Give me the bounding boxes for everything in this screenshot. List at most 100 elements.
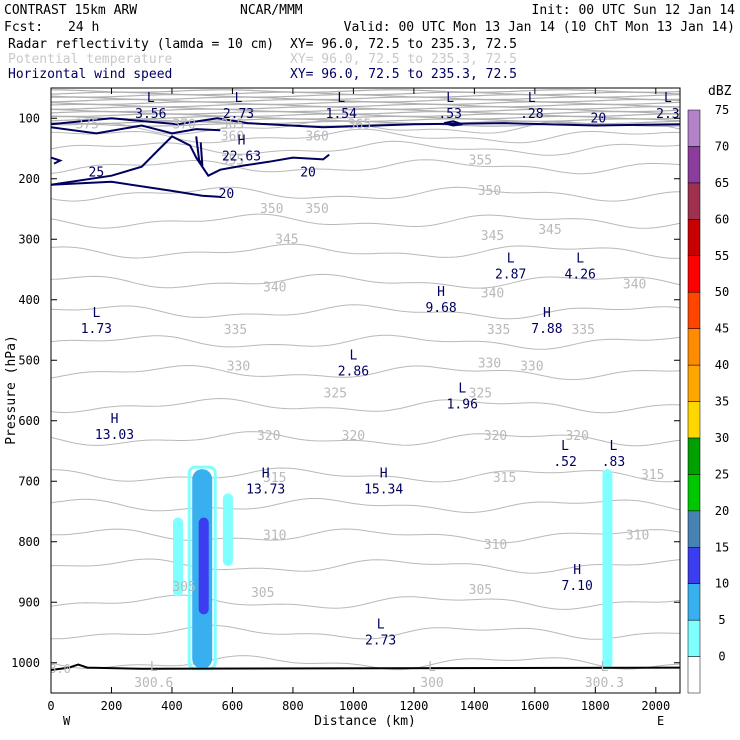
colorbar-tick-label: 45 (715, 322, 729, 336)
upper-theta-band (51, 89, 680, 127)
high-low-value: .83 (602, 455, 625, 470)
theta-contour-label: 330 (478, 356, 501, 371)
field-name-theta: Potential temperature (8, 52, 173, 67)
theta-contour-label: 335 (487, 323, 510, 338)
high-low-value: 300.3 (585, 676, 624, 691)
theta-contour-line (51, 397, 680, 414)
upper-theta-line (51, 101, 680, 105)
plot-background (51, 88, 680, 693)
x-tick-label: 600 (222, 699, 244, 713)
wind-contour-line (51, 156, 63, 165)
reflectivity-cell (222, 493, 233, 566)
theta-contour-line (51, 243, 680, 259)
theta-contour-label: 350 (260, 202, 283, 217)
high-low-value: 4.26 (565, 267, 596, 282)
theta-contour-label: 365 (221, 117, 244, 132)
colorbar-swatch (687, 474, 701, 512)
high-low-symbol: L (507, 251, 515, 266)
y-tick-label: 400 (18, 293, 40, 307)
high-low-symbol: H (437, 285, 445, 300)
x-tick-label: 800 (282, 699, 304, 713)
high-low-symbol: L (600, 660, 608, 675)
theta-contour-label: 340 (481, 287, 504, 302)
theta-contour-label: 310 (484, 538, 507, 553)
upper-theta-line (51, 89, 680, 93)
y-tick-label: 300 (18, 232, 40, 246)
colorbar-swatch (687, 109, 701, 147)
theta-contour-label: 360 (305, 129, 328, 144)
theta-contour-label: 350 (305, 202, 328, 217)
high-low-symbol: H (111, 412, 119, 427)
header-valid-time: Valid: 00 UTC Mon 13 Jan 14 (10 ChT Mon … (344, 20, 735, 35)
high-low-value: 1.73 (81, 322, 112, 337)
high-low-symbol: L (561, 439, 569, 454)
terrain-line (51, 663, 680, 672)
high-low-value: 2.73 (223, 107, 254, 122)
high-low-symbol: L (337, 91, 345, 106)
theta-contour-label: 315 (641, 468, 664, 483)
wind-contours (51, 117, 680, 198)
high-low-symbol: H (262, 466, 270, 481)
high-low-symbol: L (147, 91, 155, 106)
high-low-symbol: L (92, 306, 100, 321)
y-tick-label: 700 (18, 474, 40, 488)
high-low-value: 15.34 (364, 482, 403, 497)
theta-contour-line (51, 273, 680, 289)
colorbar-tick-label: 40 (715, 358, 729, 372)
terrain-line (51, 663, 680, 672)
header-center-title: NCAR/MMM (240, 3, 303, 18)
edge-contour-label: 3.0 (49, 662, 71, 676)
colorbar-tick-label: 60 (715, 212, 729, 226)
high-low-value: 7.10 (562, 579, 593, 594)
upper-theta-line (51, 123, 680, 127)
theta-contour-line (51, 186, 680, 202)
colorbar-swatch (687, 619, 701, 657)
theta-contour-label: 325 (469, 387, 492, 402)
theta-contour-label: 310 (626, 529, 649, 544)
colorbar-tick-label: 5 (718, 613, 725, 627)
y-axis: 100 200 300 400 500 600 700 800 900 1000 (11, 111, 680, 670)
theta-contour-label: 370 (172, 117, 195, 132)
y-tick-label: 600 (18, 414, 40, 428)
high-low-symbol: L (377, 618, 385, 633)
y-tick-label: 900 (18, 595, 40, 609)
high-low-value: 22.63 (222, 150, 261, 165)
theta-contour-label: 340 (623, 278, 646, 293)
high-low-symbol: H (573, 563, 581, 578)
high-low-labels: L3.56L2.73L1.54L.53L.28L2.3H22.63L2.87L4… (49, 91, 680, 691)
upper-theta-line (51, 108, 680, 113)
theta-contour-label: 355 (221, 154, 244, 169)
high-low-symbol: L (576, 251, 584, 266)
colorbar-swatch (687, 182, 701, 220)
plot-frame (50, 87, 681, 694)
theta-contour-label: 315 (493, 471, 516, 486)
colorbar-tick-label: 0 (718, 650, 725, 664)
colorbar-tick-label: 10 (715, 577, 729, 591)
colorbar-tick-label: 25 (715, 467, 729, 481)
wind-contour-label: 20 (591, 111, 607, 126)
high-low-symbol: L (428, 660, 436, 675)
colorbar-swatch (687, 291, 701, 329)
theta-contour-label: 345 (481, 229, 504, 244)
high-low-value: 9.68 (425, 301, 456, 316)
colorbar-swatch (687, 437, 701, 475)
x-tick-label: 1400 (460, 699, 489, 713)
colorbar-swatch (687, 364, 701, 402)
theta-contour-label: 330 (227, 359, 250, 374)
high-low-value: 300 (420, 676, 443, 691)
colorbar-tick-label: 75 (715, 103, 729, 117)
theta-contour-label: 340 (263, 281, 286, 296)
high-low-symbol: L (610, 439, 618, 454)
theta-contour-line (51, 213, 680, 229)
theta-contour-line (51, 528, 680, 544)
theta-contour-label: 320 (342, 429, 365, 444)
wind-contour-label: 25 (89, 166, 105, 181)
x-tick-label: 1200 (399, 699, 428, 713)
field-name-reflectivity: Radar reflectivity (lamda = 10 cm) (8, 37, 274, 52)
theta-contour-label: 345 (275, 232, 298, 247)
x-tick-label: 1000 (339, 699, 368, 713)
colorbar-tick-label: 70 (715, 139, 729, 153)
theta-contour-line (51, 498, 680, 514)
